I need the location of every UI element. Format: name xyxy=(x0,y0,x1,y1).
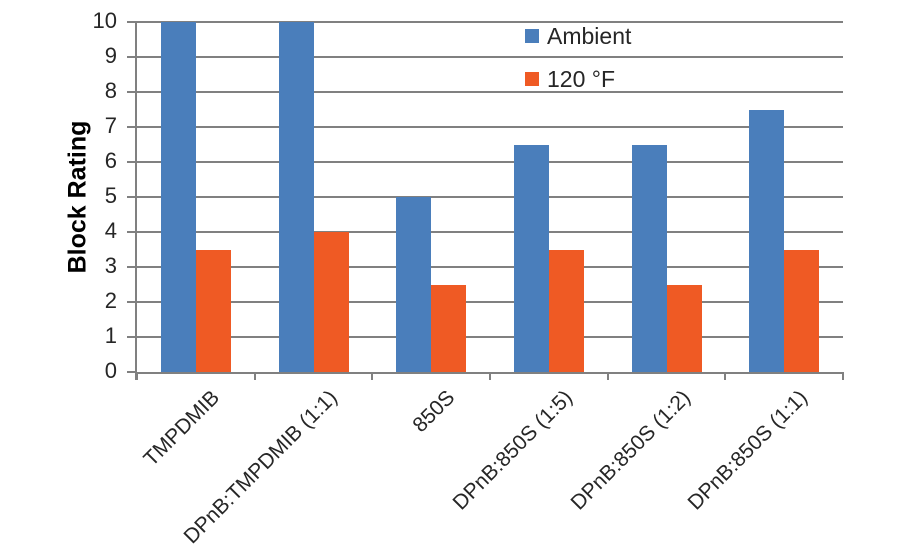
y-tick-label: 8 xyxy=(104,78,117,103)
x-axis-label: DPnB:850S (1:2) xyxy=(566,386,695,515)
bar-ambient xyxy=(160,22,196,372)
y-tick-label: 9 xyxy=(104,43,117,68)
gridline xyxy=(137,336,843,338)
y-tick-mark xyxy=(127,196,137,198)
x-tick-mark xyxy=(371,372,374,380)
gridline xyxy=(137,21,843,23)
x-tick-mark xyxy=(606,372,609,380)
y-axis-line xyxy=(135,22,137,380)
y-tick-mark xyxy=(127,336,137,338)
y-tick-mark xyxy=(127,21,137,23)
y-tick-label: 3 xyxy=(104,253,117,278)
y-tick-mark xyxy=(127,56,137,58)
bar-120-f xyxy=(431,284,467,372)
legend: Ambient 120 °F xyxy=(525,22,631,108)
x-axis-label: DPnB:850S (1:1) xyxy=(683,386,813,515)
bar-ambient xyxy=(513,144,549,372)
legend-swatch-120f xyxy=(525,72,539,86)
gridline xyxy=(137,231,843,233)
gridline xyxy=(137,301,843,303)
gridline xyxy=(137,161,843,163)
x-tick-mark xyxy=(136,372,138,380)
legend-label-ambient: Ambient xyxy=(547,22,632,49)
y-tick-mark xyxy=(127,301,137,303)
x-axis-label: 850S xyxy=(408,386,460,437)
bar-ambient xyxy=(749,109,785,372)
plot-area: 0 1 2 3 4 5 6 7 8 9 10 TMPDMIB DPnB:TMPDMIB (1:1) 850… xyxy=(93,8,844,548)
gridline xyxy=(137,56,843,58)
x-tick-mark xyxy=(489,372,491,380)
bar-ambient xyxy=(278,22,314,372)
y-tick-label: 5 xyxy=(104,183,117,208)
bar-120-f xyxy=(784,249,820,372)
bar-ambient xyxy=(396,197,432,372)
y-tick-label: 0 xyxy=(104,358,117,383)
y-tick-label: 10 xyxy=(92,8,117,33)
y-tick-mark xyxy=(127,371,137,373)
legend-item-ambient: Ambient xyxy=(525,22,631,50)
y-tick-mark xyxy=(127,161,137,163)
gridline xyxy=(137,126,843,128)
y-tick-label: 6 xyxy=(104,148,117,173)
x-tick-mark xyxy=(724,372,727,380)
gridline xyxy=(137,91,843,93)
y-tick-label: 2 xyxy=(104,288,117,313)
y-tick-mark xyxy=(127,91,137,93)
x-axis-label: DPnB:850S (1:5) xyxy=(448,386,578,515)
y-tick-mark xyxy=(127,266,137,268)
y-tick-label: 7 xyxy=(104,113,117,138)
bar-ambient xyxy=(631,144,667,372)
x-tick-mark xyxy=(253,372,256,380)
x-axis-label: TMPDMIB xyxy=(139,386,225,471)
x-tick-mark xyxy=(842,372,844,380)
y-tick-mark xyxy=(127,231,137,233)
y-tick-label: 1 xyxy=(104,323,117,348)
y-tick-label: 4 xyxy=(104,218,117,243)
legend-item-120f: 120 °F xyxy=(525,65,631,93)
gridline xyxy=(137,196,843,198)
y-tick-mark xyxy=(127,126,137,128)
legend-swatch-ambient xyxy=(525,29,539,43)
gridline xyxy=(137,266,843,268)
bar-120-f xyxy=(313,232,349,372)
bar-120-f xyxy=(195,249,231,372)
legend-label-120f: 120 °F xyxy=(547,65,616,92)
bar-120-f xyxy=(666,284,702,372)
bar-120-f xyxy=(548,249,584,372)
